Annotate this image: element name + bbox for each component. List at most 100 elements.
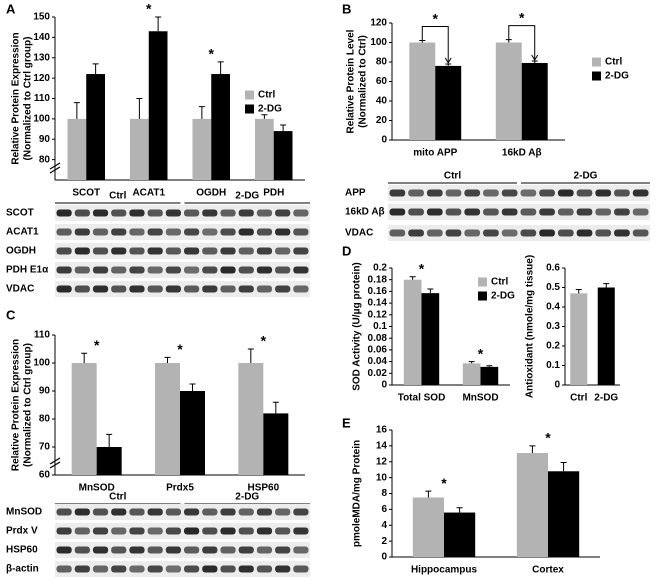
blot-row-label: SCOT — [6, 208, 34, 219]
blot-band — [595, 229, 612, 237]
bar — [71, 363, 97, 475]
bracket-arrow — [531, 54, 539, 61]
legend-swatch — [478, 291, 487, 301]
y-tick-label: 0.12 — [368, 309, 388, 320]
bar — [421, 293, 440, 385]
legend-swatch — [592, 57, 601, 67]
blot-band — [426, 208, 443, 216]
blot-band — [165, 247, 181, 255]
blot-band — [56, 285, 72, 293]
blot-band — [293, 508, 309, 516]
blot-band — [184, 266, 200, 274]
blot-band — [56, 266, 72, 274]
blot-band — [256, 209, 273, 217]
blot-band — [184, 546, 200, 554]
x-tick-label: Hippocampus — [411, 565, 478, 576]
bar — [548, 471, 580, 557]
blot-band — [238, 209, 254, 217]
bar — [516, 453, 548, 557]
group-label: 2-DG — [574, 171, 598, 182]
x-tick-label: 2-DG — [594, 393, 618, 404]
blot-band — [129, 228, 145, 236]
error-bar — [247, 348, 254, 363]
blot-band — [557, 189, 574, 197]
blot-band — [184, 228, 200, 236]
blot-band — [256, 266, 273, 274]
error-bar — [136, 98, 143, 119]
y-tick-label: 0.4 — [546, 302, 560, 313]
blot-row-label: OGDH — [6, 246, 36, 257]
blot-band — [56, 546, 72, 554]
blot-band — [220, 228, 236, 236]
blot-band — [256, 285, 273, 293]
blot-band — [74, 285, 90, 293]
blot-band — [293, 247, 309, 255]
blot-band — [408, 208, 424, 216]
blot-band — [539, 229, 555, 237]
blot-row-label: Prdx V — [6, 526, 38, 537]
blot-band — [614, 189, 630, 197]
y-tick-label: 0 — [381, 552, 387, 563]
axis-break — [49, 461, 61, 469]
blot-band — [238, 228, 254, 236]
blot-band — [202, 247, 218, 255]
blot-band — [426, 229, 443, 237]
blot-strip — [55, 224, 310, 240]
blot-band — [184, 508, 200, 516]
significance-marker: * — [261, 333, 267, 349]
blot-band — [238, 546, 254, 554]
x-tick-label: MnSOD — [462, 393, 498, 404]
error-bar — [189, 383, 196, 391]
error-bar — [155, 16, 162, 32]
blot-band — [389, 189, 406, 197]
bar — [495, 42, 522, 140]
y-tick-label: 0.6 — [546, 263, 560, 274]
y-tick-label: 0 — [381, 135, 387, 146]
panel-letter: A — [6, 1, 16, 16]
blot-band — [614, 208, 630, 216]
y-tick-label: 0.1 — [373, 321, 387, 332]
y-axis-label: Relative Protein Expression — [11, 32, 22, 164]
group-label: Ctrl — [444, 171, 461, 182]
bar — [444, 512, 476, 557]
blot-band — [464, 189, 481, 197]
y-axis-label: Relative Protein Level — [346, 29, 357, 133]
blot-band — [147, 508, 163, 516]
blot-band — [111, 266, 127, 274]
blot-band — [256, 508, 273, 516]
legend-swatch — [592, 71, 601, 81]
blot-band — [220, 266, 236, 274]
blot-band — [275, 209, 291, 217]
blot-band — [184, 209, 200, 217]
blot-band — [576, 208, 593, 216]
blot-strip — [55, 243, 310, 259]
blot-band — [129, 266, 145, 274]
blot-band — [520, 189, 537, 197]
bar — [412, 497, 444, 557]
blot-strip — [55, 205, 310, 221]
y-tick-label: 20 — [376, 115, 388, 126]
blot-row-label: HSP60 — [6, 545, 38, 556]
blot-band — [256, 228, 273, 236]
blot-band — [275, 285, 291, 293]
blot-band — [426, 189, 443, 197]
legend-label: Ctrl — [258, 90, 275, 101]
significance-marker: * — [146, 1, 152, 17]
blot-band — [202, 285, 218, 293]
blot-band — [389, 208, 406, 216]
y-tick-label: 0.14 — [368, 298, 388, 309]
y-tick-label: 80 — [376, 57, 388, 68]
blot-band — [147, 228, 163, 236]
y-tick-label: 100 — [33, 114, 50, 125]
blot-row-label: VDAC — [345, 228, 373, 239]
error-bar — [409, 276, 416, 280]
blot-band — [165, 285, 181, 293]
bar — [273, 131, 293, 180]
y-tick-label: 60 — [376, 76, 388, 87]
bar — [180, 391, 205, 475]
blot-band — [56, 508, 72, 516]
blot-band — [275, 247, 291, 255]
error-bar — [456, 507, 463, 513]
blot-band — [184, 247, 200, 255]
